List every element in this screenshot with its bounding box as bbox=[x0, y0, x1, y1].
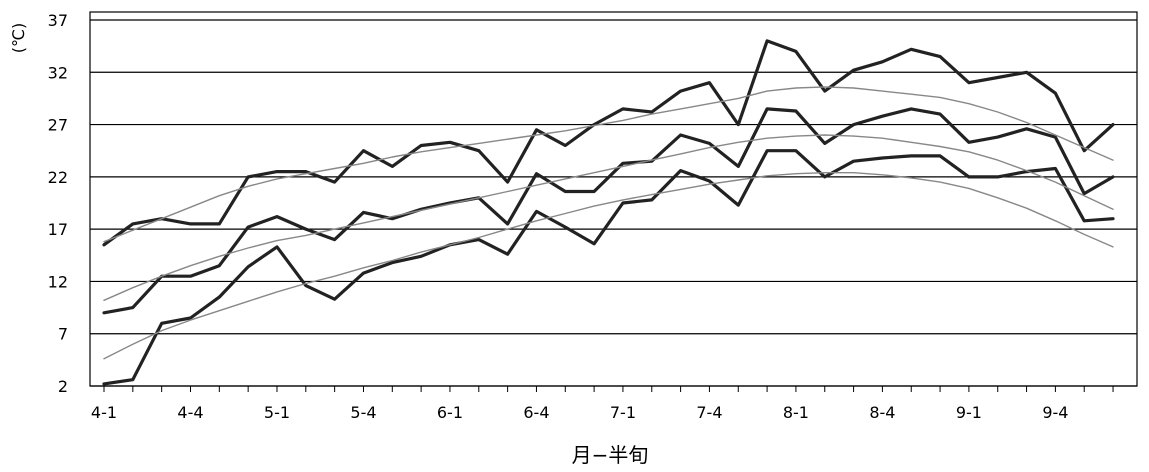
y-axis-label: (℃) bbox=[9, 23, 28, 53]
x-tick-label: 7-4 bbox=[696, 403, 722, 422]
smoothed-series-line-4 bbox=[103, 86, 1114, 243]
y-tick-label: 37 bbox=[48, 11, 68, 30]
x-tick-label: 8-4 bbox=[869, 403, 895, 422]
y-tick-label: 2 bbox=[58, 377, 68, 396]
series-layer bbox=[102, 39, 1115, 386]
x-tick-label: 7-1 bbox=[610, 403, 636, 422]
observed-series-line-1 bbox=[102, 39, 1115, 247]
grid-layer bbox=[89, 11, 1138, 387]
y-tick-label: 17 bbox=[48, 220, 68, 239]
y-tick-label: 7 bbox=[58, 325, 68, 344]
x-tick-label: 6-1 bbox=[437, 403, 463, 422]
x-axis-label: 月−半旬 bbox=[572, 443, 649, 467]
y-tick-label: 22 bbox=[48, 168, 68, 187]
smoothed-series-line-5 bbox=[103, 134, 1114, 301]
x-tick-label: 9-1 bbox=[956, 403, 982, 422]
x-tick-label: 4-1 bbox=[91, 403, 117, 422]
x-tick-label: 9-4 bbox=[1042, 403, 1068, 422]
plot-frame bbox=[89, 11, 1138, 387]
y-tick-label: 27 bbox=[48, 116, 68, 135]
x-tick-label: 8-1 bbox=[783, 403, 809, 422]
x-tick-label: 5-1 bbox=[264, 403, 290, 422]
y-tick-label: 32 bbox=[48, 63, 68, 82]
observed-series-line-3 bbox=[102, 149, 1115, 386]
x-tick-label: 4-4 bbox=[177, 403, 203, 422]
smoothed-series-line-6 bbox=[103, 171, 1114, 360]
x-tick-label: 5-4 bbox=[350, 403, 376, 422]
x-tick-label: 6-4 bbox=[523, 403, 549, 422]
y-tick-label: 12 bbox=[48, 272, 68, 291]
observed-series-line-2 bbox=[102, 107, 1115, 315]
